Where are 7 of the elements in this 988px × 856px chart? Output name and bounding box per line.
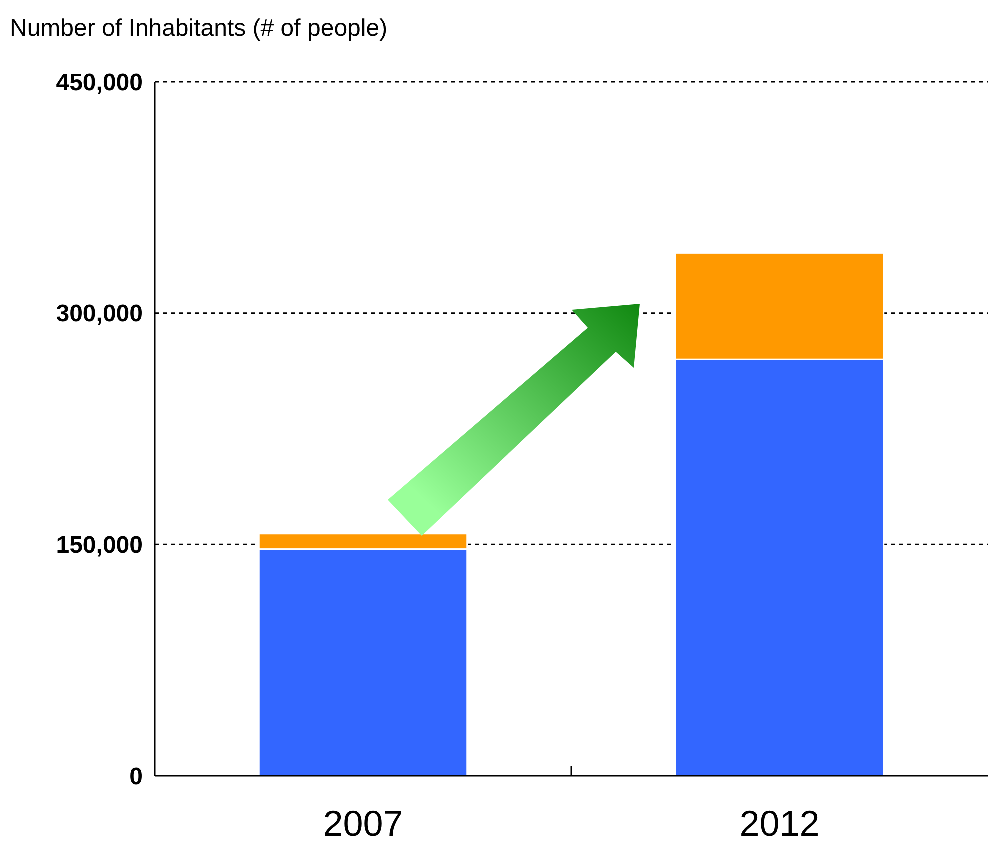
x-tick-label: 2012 [740, 803, 820, 844]
y-axis-title: Number of Inhabitants (# of people) [10, 15, 388, 42]
x-tick-label: 2007 [323, 803, 404, 844]
y-tick-label: 450,000 [56, 69, 143, 96]
y-tick-label: 300,000 [56, 300, 143, 328]
y-tick-label: 150,000 [56, 532, 143, 560]
y-tick-label: 0 [130, 763, 143, 790]
